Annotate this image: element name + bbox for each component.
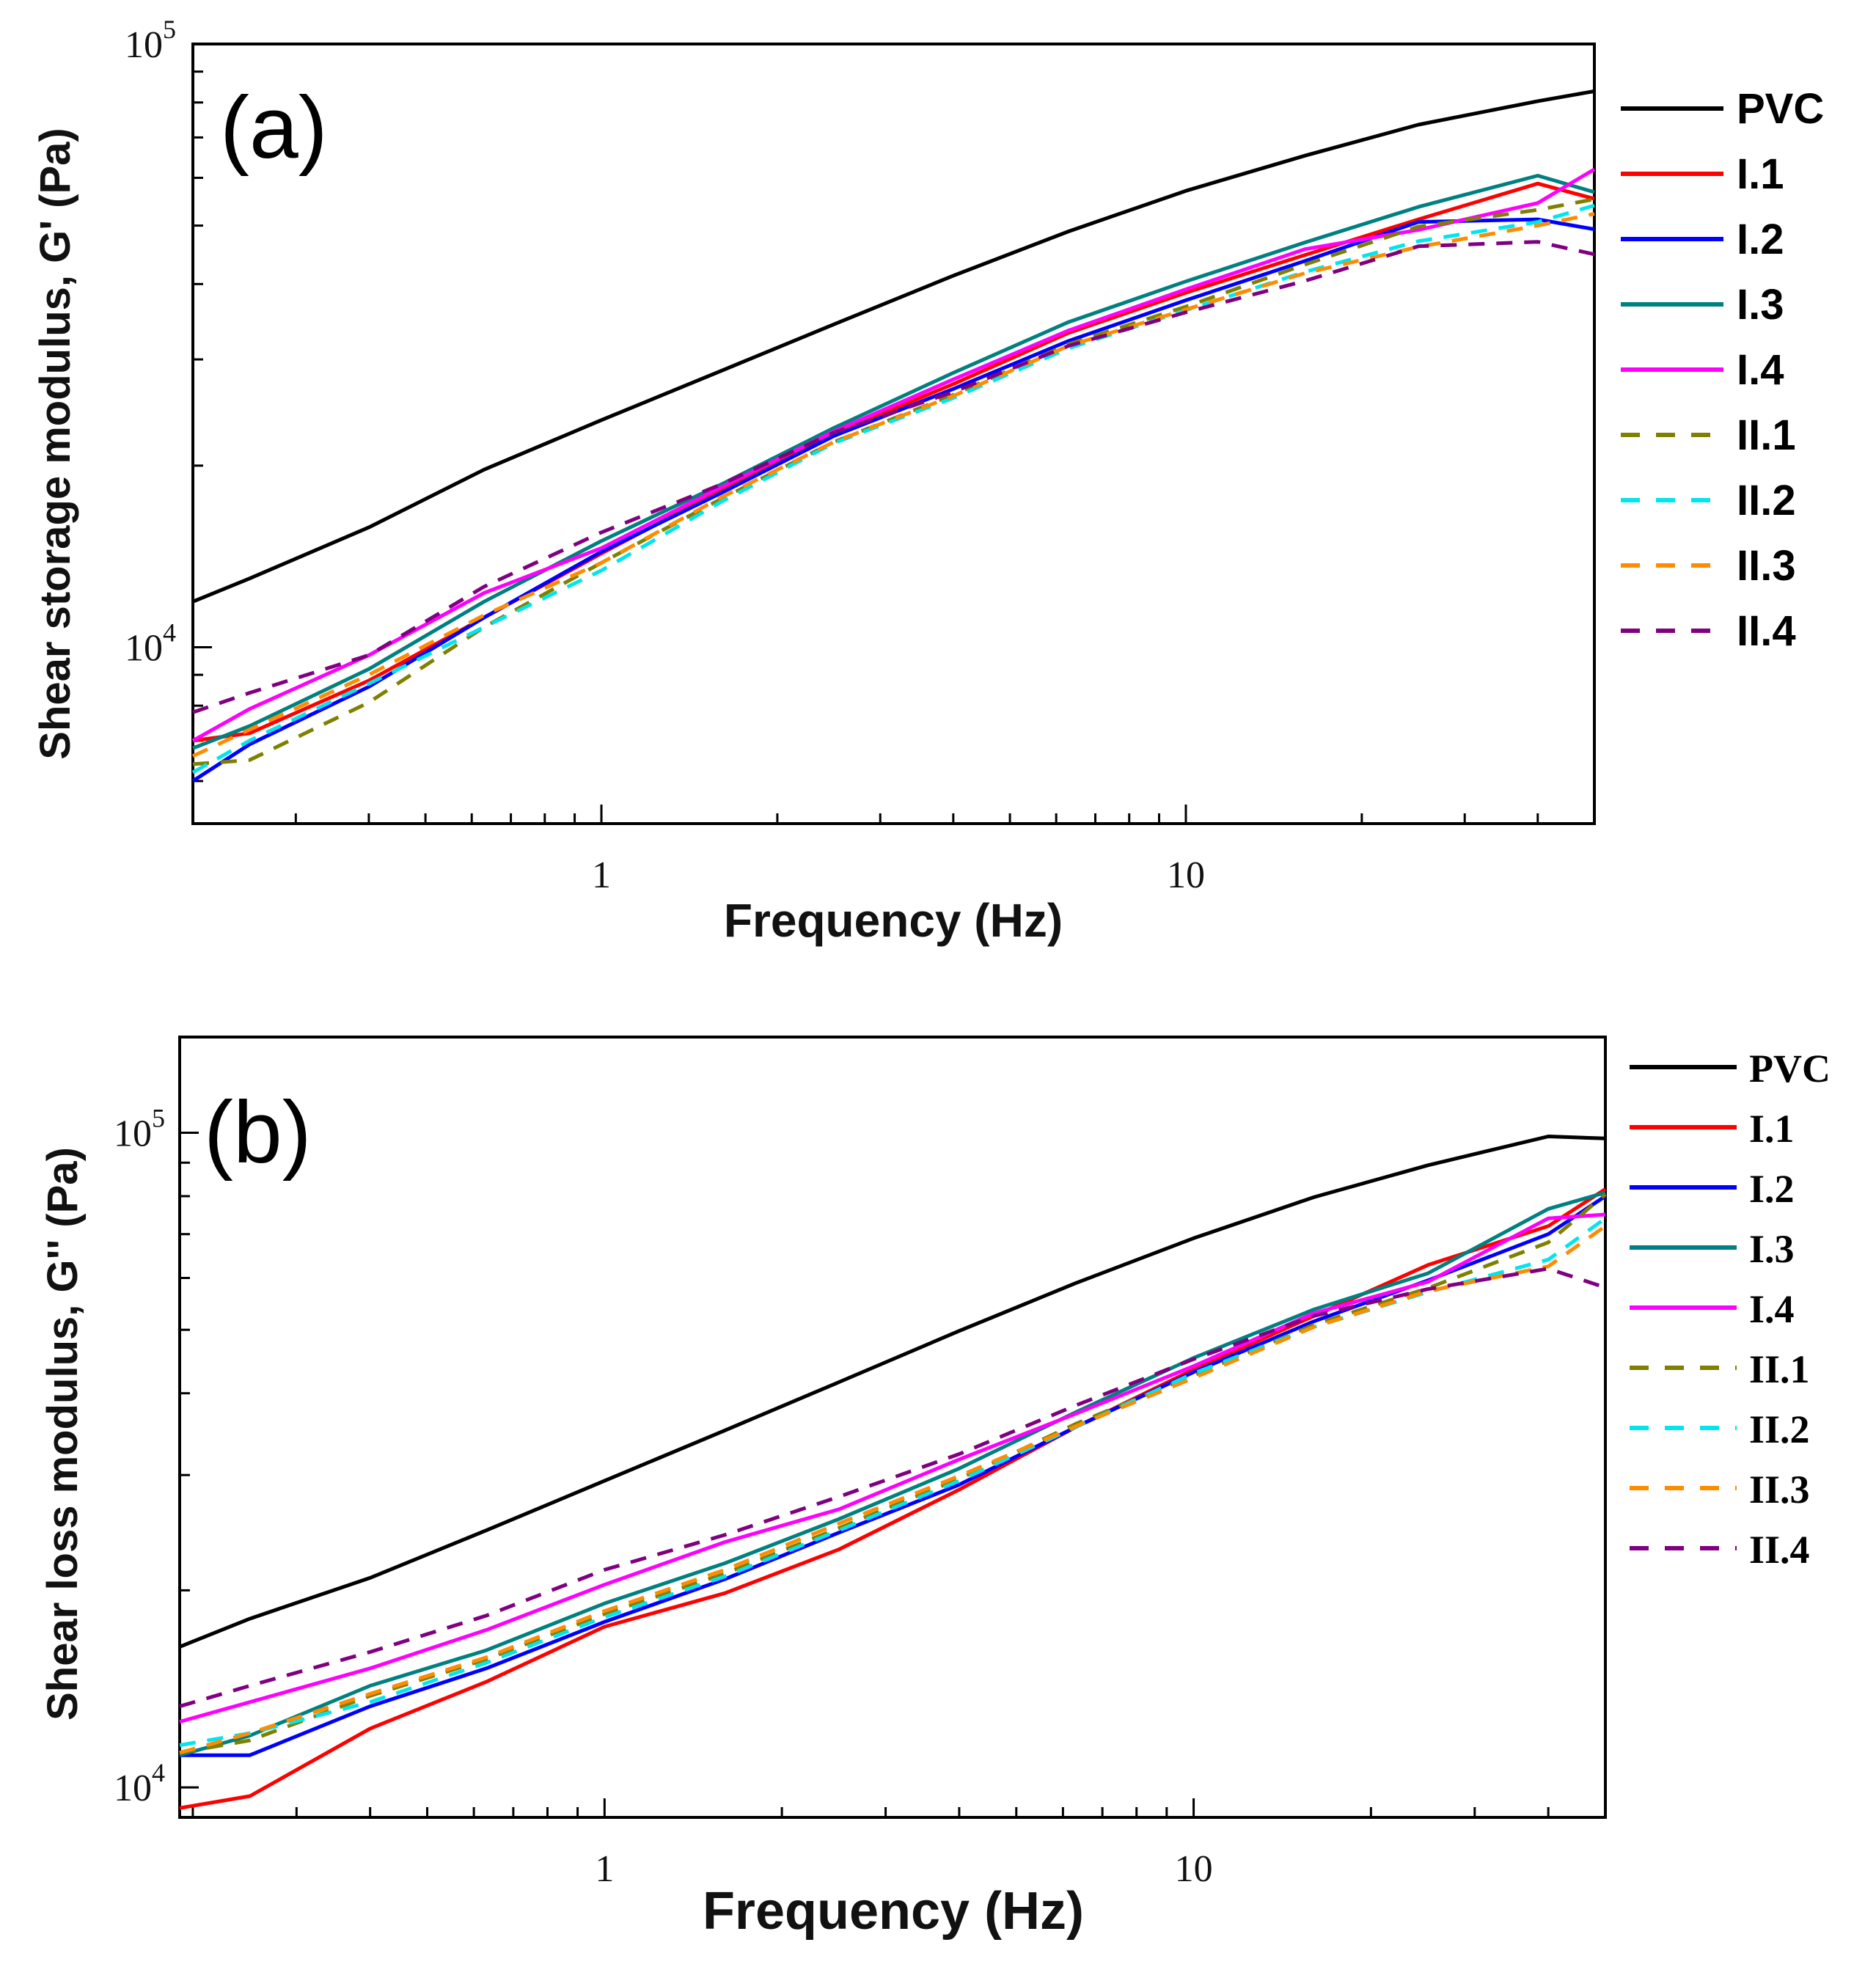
series-line-ii-4 (192, 240, 1595, 714)
panel-label-b: (b) (204, 1083, 312, 1182)
legend-label: I.4 (1737, 346, 1784, 394)
y-axis-title-a: Shear storage modulus, G' (Pa) (32, 128, 79, 759)
x-axis-title-a: Frequency (Hz) (724, 894, 1063, 947)
series-line-ii-4 (179, 1267, 1606, 1708)
legend-label: II.2 (1737, 477, 1796, 524)
series-line-ii-1 (192, 197, 1595, 766)
legend-label: I.4 (1749, 1287, 1795, 1331)
series-line-i-3 (179, 1190, 1606, 1757)
series-line-i-4 (179, 1212, 1606, 1724)
legend-label: I.3 (1737, 281, 1784, 329)
legend-label: II.4 (1737, 607, 1796, 655)
legend-label: I.2 (1737, 216, 1784, 263)
x-tick-label: 10 (1175, 1848, 1213, 1890)
legend-label: I.1 (1737, 150, 1784, 198)
x-tick-label: 10 (1167, 854, 1205, 896)
plot-frame-a (191, 43, 1596, 825)
panel-label-a: (a) (220, 78, 328, 177)
legend-label: I.1 (1749, 1107, 1795, 1151)
legend-label: PVC (1749, 1047, 1831, 1091)
legend-label: I.3 (1749, 1227, 1795, 1271)
series-line-i-1 (179, 1187, 1607, 1810)
series-line-i-3 (192, 174, 1595, 750)
legend-b: PVC I.1 I.2 I.3 I.4 II.1 II.2 II.3 II.4 (1630, 1047, 1831, 1572)
legend-a: PVC I.1 I.2 I.3 I.4 II.1 II.2 II.3 II.4 (1621, 85, 1824, 655)
legend-label: PVC (1737, 85, 1824, 133)
x-axis-title-b: Frequency (Hz) (703, 1882, 1084, 1941)
legend-label: II.1 (1737, 411, 1796, 459)
legend-label: II.2 (1749, 1407, 1810, 1451)
x-tick-label: 1 (592, 854, 611, 896)
x-tick-label: 1 (595, 1848, 614, 1890)
legend-label: I.2 (1749, 1167, 1795, 1211)
legend-label: II.3 (1737, 542, 1796, 590)
series-lines-b (179, 1135, 1607, 1810)
series-line-ii-3 (179, 1224, 1607, 1755)
legend-label: II.1 (1749, 1347, 1810, 1391)
y-axis-title-b: Shear loss modulus, G'' (Pa) (39, 1147, 87, 1721)
series-line-ii-2 (191, 203, 1595, 774)
series-lines-a (191, 89, 1596, 783)
legend-label: II.3 (1749, 1468, 1810, 1512)
plot-frame-b (178, 1036, 1607, 1819)
series-line-pvc (179, 1135, 1606, 1649)
series-line-pvc (192, 89, 1595, 604)
series-line-i-1 (192, 181, 1595, 743)
legend-label: II.4 (1749, 1528, 1810, 1572)
